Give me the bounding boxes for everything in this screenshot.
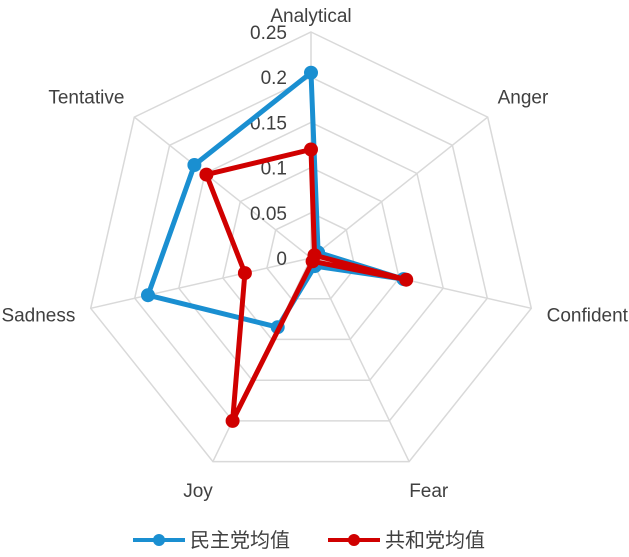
category-labels: Analytical Anger Confident Fear Joy Sadn… <box>1 6 628 502</box>
grid-ring-1 <box>266 211 356 300</box>
category-label-analytical: Analytical <box>270 6 351 27</box>
data-point-democrat-sadness[interactable] <box>141 288 155 303</box>
data-point-republican-analytical[interactable] <box>304 142 318 157</box>
grid-ring-3 <box>177 121 445 381</box>
grid-ring-5 <box>89 31 533 463</box>
legend-item-democrat[interactable]: 民主党均值 <box>133 529 290 552</box>
tick-label-3: 0.15 <box>250 113 287 134</box>
data-point-republican-fear[interactable] <box>305 254 320 269</box>
grid-ring-2 <box>222 166 400 341</box>
grid-spoke-4 <box>310 257 410 462</box>
legend: 民主党均值 共和党均值 <box>133 529 485 552</box>
legend-item-republican[interactable]: 共和党均值 <box>328 529 485 552</box>
category-label-anger: Anger <box>498 88 549 109</box>
data-point-republican-joy[interactable] <box>225 413 240 428</box>
data-point-republican-confident[interactable] <box>399 272 414 287</box>
radial-tick-labels: 0 0.05 0.1 0.15 0.2 0.25 <box>250 23 287 270</box>
data-point-democrat-tentative[interactable] <box>187 158 202 172</box>
tick-label-2: 0.1 <box>261 159 287 180</box>
series-layer <box>141 65 414 428</box>
series-line-democrat <box>145 70 406 330</box>
grid-spoke-7 <box>133 116 312 259</box>
category-label-confident: Confident <box>547 306 629 327</box>
tick-label-1: 0.05 <box>250 204 287 225</box>
data-point-republican-sadness[interactable] <box>237 266 252 281</box>
series-republican <box>199 142 414 428</box>
series-line-republican <box>203 147 409 424</box>
category-label-tentative: Tentative <box>48 88 124 109</box>
tick-label-0: 0 <box>276 249 287 270</box>
grid-spoke-6 <box>90 257 312 310</box>
tick-label-5: 0.25 <box>250 23 287 44</box>
grid-ring-4 <box>133 76 489 422</box>
category-label-fear: Fear <box>409 481 449 502</box>
legend-marker-democrat <box>153 534 165 546</box>
category-label-joy: Joy <box>183 481 213 502</box>
tick-label-4: 0.2 <box>261 68 287 89</box>
category-label-sadness: Sadness <box>1 306 75 327</box>
legend-marker-republican <box>348 534 360 546</box>
data-point-republican-tentative[interactable] <box>199 167 214 182</box>
legend-label-democrat: 民主党均值 <box>190 529 290 552</box>
data-point-democrat-analytical[interactable] <box>304 65 318 80</box>
grid-spoke-2 <box>310 116 489 259</box>
legend-label-republican: 共和党均值 <box>385 529 485 552</box>
